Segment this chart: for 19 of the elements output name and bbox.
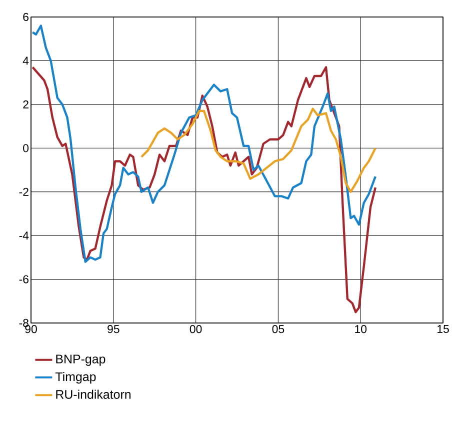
y-tick-label: -6 [19, 275, 28, 284]
x-tick-label: 95 [108, 325, 120, 334]
y-tick-label: -4 [19, 232, 29, 240]
legend-label: RU-indikatorn [56, 390, 130, 399]
y-tick-label: 2 [23, 100, 28, 108]
line-series [140, 108, 377, 193]
y-tick-label: 4 [22, 56, 29, 65]
x-tick-label: 05 [272, 325, 284, 334]
x-tick-label: 90 [25, 325, 37, 334]
legend-label: BNP-gap [56, 354, 106, 366]
y-tick-label: 0 [23, 144, 29, 152]
legend-label: Timgap [55, 372, 96, 384]
y-tick-label: -2 [19, 188, 28, 196]
x-tick-label: 15 [438, 325, 449, 333]
y-tick-label: -8 [19, 318, 28, 328]
x-tick-label: 10 [355, 325, 367, 334]
line-series [32, 66, 377, 314]
x-tick-label: 00 [190, 325, 202, 334]
y-tick-label: 6 [23, 12, 28, 22]
